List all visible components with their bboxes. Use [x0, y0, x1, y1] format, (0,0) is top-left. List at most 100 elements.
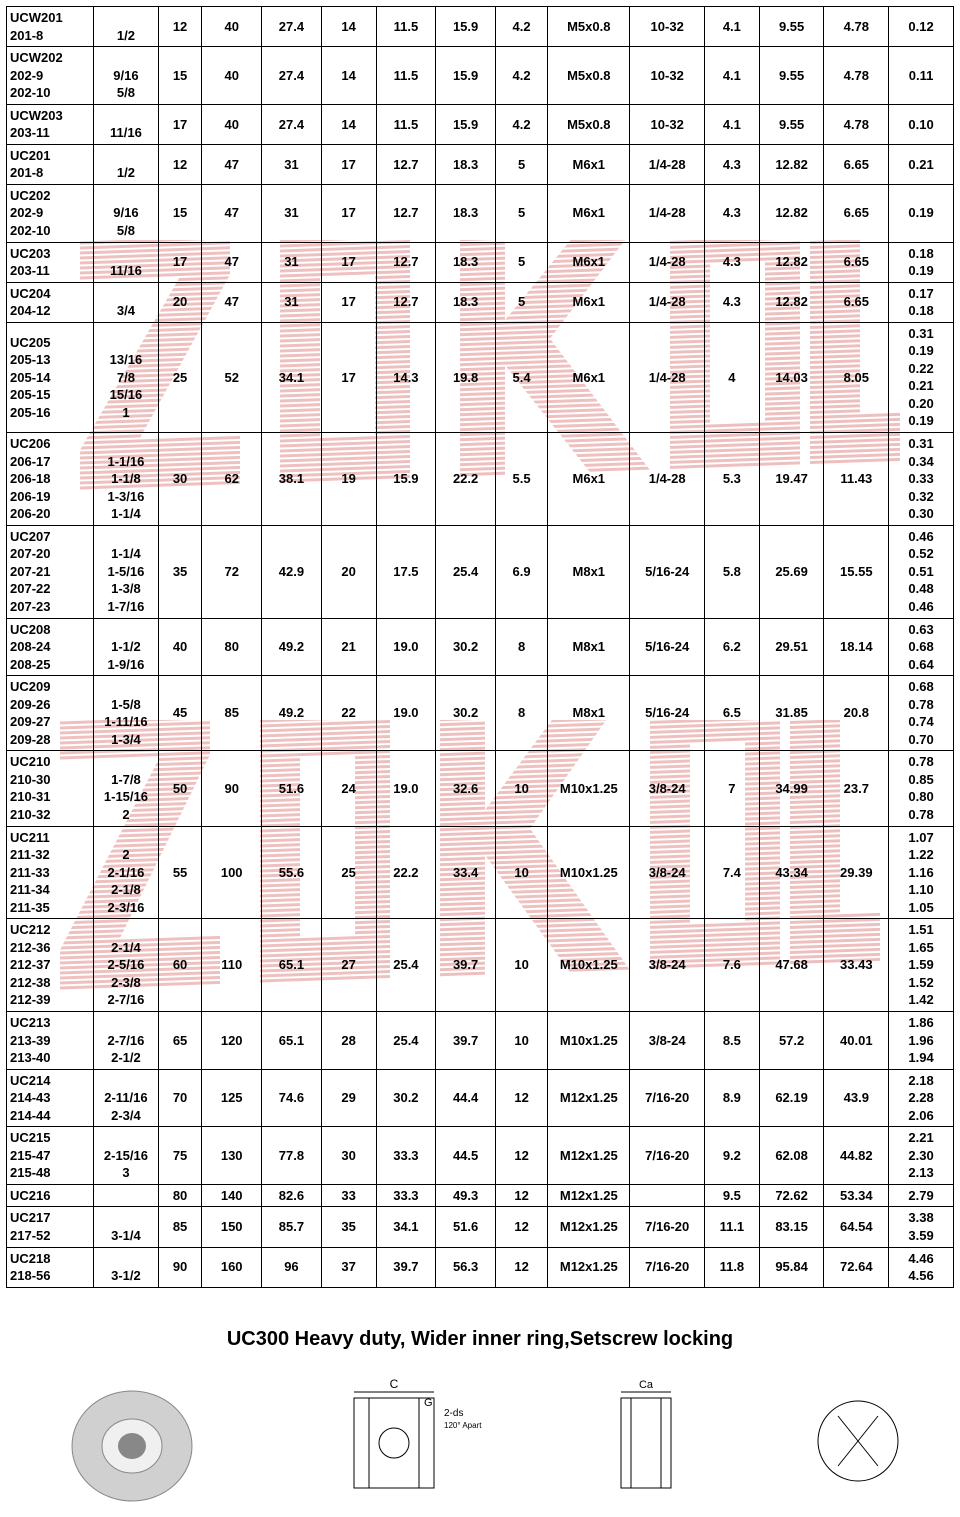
- table-cell: 20: [158, 282, 202, 322]
- table-cell: 50: [158, 751, 202, 826]
- table-cell: 1-1/4 1-5/16 1-3/8 1-7/16: [94, 525, 159, 618]
- table-cell: 4.1: [705, 47, 760, 105]
- table-cell: 29.51: [759, 618, 824, 676]
- table-cell: M8x1: [548, 525, 630, 618]
- table-cell: M8x1: [548, 676, 630, 751]
- table-cell: 72.64: [824, 1247, 889, 1287]
- table-cell: 34.1: [376, 1207, 436, 1247]
- table-cell: 24: [321, 751, 376, 826]
- table-cell: 8.05: [824, 322, 889, 432]
- table-cell: 12: [495, 1247, 547, 1287]
- table-cell: 8: [495, 676, 547, 751]
- table-cell: 37: [321, 1247, 376, 1287]
- table-cell: 29: [321, 1069, 376, 1127]
- table-cell: 120: [202, 1011, 262, 1069]
- table-row: UC207 207-20 207-21 207-22 207-23 1-1/4 …: [7, 525, 954, 618]
- table-cell: 4.3: [705, 282, 760, 322]
- table-cell: 40: [202, 47, 262, 105]
- table-cell: 3-1/4: [94, 1207, 159, 1247]
- table-cell: M6x1: [548, 184, 630, 242]
- table-cell: 15.9: [436, 104, 496, 144]
- table-cell: 19.0: [376, 751, 436, 826]
- table-cell: 38.1: [262, 433, 322, 526]
- table-cell: 85: [202, 676, 262, 751]
- table-cell: 8.5: [705, 1011, 760, 1069]
- table-row: UC217 217-52 3-1/48515085.73534.151.612M…: [7, 1207, 954, 1247]
- table-cell: 10: [495, 826, 547, 919]
- svg-text:C: C: [390, 1377, 399, 1391]
- table-cell: 0.17 0.18: [889, 282, 954, 322]
- table-cell: 83.15: [759, 1207, 824, 1247]
- table-cell: UC209 209-26 209-27 209-28: [7, 676, 94, 751]
- table-cell: 0.21: [889, 144, 954, 184]
- table-cell: 9/16 5/8: [94, 184, 159, 242]
- table-cell: 19.8: [436, 322, 496, 432]
- table-cell: 4.2: [495, 7, 547, 47]
- table-cell: M10x1.25: [548, 919, 630, 1012]
- table-cell: 9.2: [705, 1127, 760, 1185]
- table-cell: 0.11: [889, 47, 954, 105]
- table-cell: 14.03: [759, 322, 824, 432]
- table-cell: 130: [202, 1127, 262, 1185]
- table-cell: 25.4: [436, 525, 496, 618]
- table-cell: 150: [202, 1207, 262, 1247]
- table-cell: 15.55: [824, 525, 889, 618]
- table-cell: 31: [262, 282, 322, 322]
- table-cell: 3/8-24: [630, 1011, 705, 1069]
- table-cell: 9/16 5/8: [94, 47, 159, 105]
- table-cell: 5: [495, 184, 547, 242]
- table-cell: 32.6: [436, 751, 496, 826]
- table-cell: 10-32: [630, 47, 705, 105]
- seal-detail: [798, 1376, 918, 1506]
- table-cell: 47: [202, 242, 262, 282]
- table-cell: 0.78 0.85 0.80 0.78: [889, 751, 954, 826]
- table-cell: 13/16 7/8 15/16 1: [94, 322, 159, 432]
- table-cell: 1/4-28: [630, 242, 705, 282]
- table-cell: UC203 203-11: [7, 242, 94, 282]
- table-cell: 65: [158, 1011, 202, 1069]
- table-cell: 18.3: [436, 282, 496, 322]
- table-cell: 1-7/8 1-15/16 2: [94, 751, 159, 826]
- table-cell: 160: [202, 1247, 262, 1287]
- table-cell: 19.0: [376, 676, 436, 751]
- table-cell: 5/16-24: [630, 525, 705, 618]
- table-cell: 12: [158, 144, 202, 184]
- svg-text:120° Apart: 120° Apart: [444, 1421, 482, 1430]
- table-cell: 22.2: [436, 433, 496, 526]
- table-cell: 9.55: [759, 47, 824, 105]
- table-cell: 1.51 1.65 1.59 1.52 1.42: [889, 919, 954, 1012]
- table-cell: UC207 207-20 207-21 207-22 207-23: [7, 525, 94, 618]
- table-cell: 2.18 2.28 2.06: [889, 1069, 954, 1127]
- table-cell: UC215 215-47 215-48: [7, 1127, 94, 1185]
- table-cell: 7/16-20: [630, 1069, 705, 1127]
- table-cell: 14: [321, 47, 376, 105]
- table-cell: 4.78: [824, 104, 889, 144]
- table-cell: 4.2: [495, 104, 547, 144]
- table-cell: 2.21 2.30 2.13: [889, 1127, 954, 1185]
- table-cell: UC217 217-52: [7, 1207, 94, 1247]
- table-cell: 95.84: [759, 1247, 824, 1287]
- table-cell: 12.7: [376, 144, 436, 184]
- table-cell: 8: [495, 618, 547, 676]
- table-cell: 40: [202, 104, 262, 144]
- table-cell: 35: [158, 525, 202, 618]
- table-cell: 52: [202, 322, 262, 432]
- table-cell: 5/16-24: [630, 618, 705, 676]
- table-cell: 15: [158, 47, 202, 105]
- table-cell: 3/8-24: [630, 826, 705, 919]
- table-cell: M10x1.25: [548, 751, 630, 826]
- table-cell: 51.6: [262, 751, 322, 826]
- table-cell: 25: [321, 826, 376, 919]
- table-cell: UC216: [7, 1184, 94, 1207]
- table-cell: 47: [202, 144, 262, 184]
- table-cell: 1/2: [94, 144, 159, 184]
- table-row: UC215 215-47 215-48 2-15/16 37513077.830…: [7, 1127, 954, 1185]
- table-cell: 43.9: [824, 1069, 889, 1127]
- table-cell: 42.9: [262, 525, 322, 618]
- table-cell: 2.79: [889, 1184, 954, 1207]
- table-cell: 100: [202, 826, 262, 919]
- table-cell: 30.2: [436, 676, 496, 751]
- table-cell: 8.9: [705, 1069, 760, 1127]
- table-cell: 10: [495, 1011, 547, 1069]
- table-cell: 64.54: [824, 1207, 889, 1247]
